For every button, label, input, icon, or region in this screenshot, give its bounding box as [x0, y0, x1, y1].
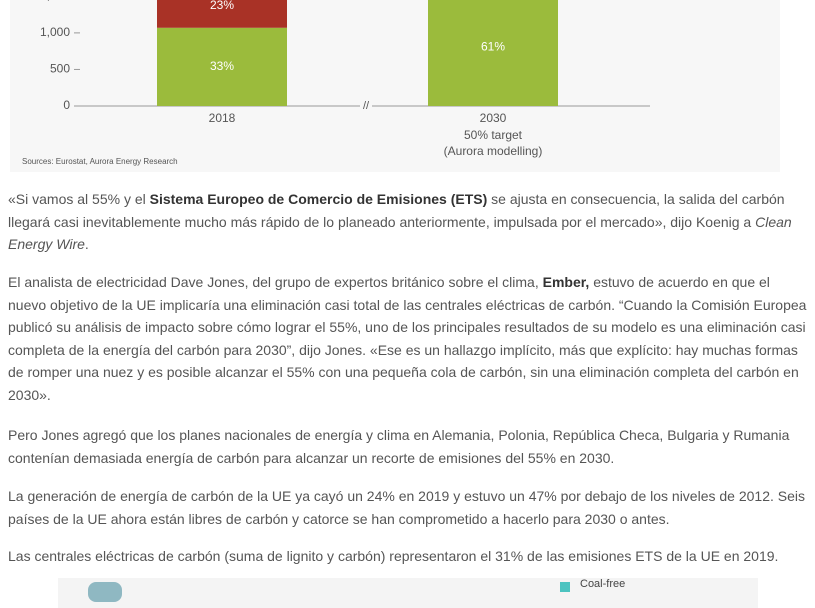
y-tick-label: 1,000: [40, 25, 70, 39]
text-run: se ajusta en consecuencia, la salida del…: [8, 191, 785, 230]
value-label: 33%: [210, 59, 234, 73]
page: {"chart_data": {"type": "stacked_bar", "…: [8, 0, 808, 608]
legend-swatch: [560, 582, 570, 592]
bar-segment: [157, 0, 287, 28]
chart-background: [10, 0, 780, 172]
italic-text: Clean Energy Wire: [8, 213, 792, 253]
chart-source: Sources: Eurostat, Aurora Energy Researc…: [22, 157, 178, 166]
category-annotation: (Aurora modelling): [444, 144, 543, 158]
text-run: .: [84, 236, 89, 252]
bold-text: Sistema Europeo de Comercio de Emisiones…: [149, 191, 488, 207]
y-tick-label: 500: [50, 62, 70, 76]
paragraph: El analista de electricidad Dave Jones, …: [8, 271, 808, 406]
paragraph: «Si vamos al 55% y el Sistema Europeo de…: [8, 188, 808, 256]
text-run: El analista de electricidad Dave Jones, …: [8, 274, 543, 290]
map-image: Coal-free: [58, 578, 758, 608]
text-run: «Si vamos al 55% y el: [8, 191, 150, 207]
text-run: estuvo de acuerdo en que el nuevo objeti…: [8, 274, 807, 403]
bold-text: Ember,: [542, 274, 590, 290]
paragraph: La generación de energía de carbón de la…: [8, 485, 808, 530]
x-tick-label: 2018: [209, 111, 236, 125]
paragraph: Las centrales eléctricas de carbón (suma…: [8, 545, 808, 568]
text-run: La generación de energía de carbón de la…: [8, 488, 806, 527]
paragraph: Pero Jones agregó que los planes naciona…: [8, 424, 808, 469]
y-tick-label: 0: [63, 98, 70, 112]
value-label: 23%: [210, 0, 234, 12]
text-run: Las centrales eléctricas de carbón (suma…: [8, 548, 779, 564]
bar-segment: [157, 27, 287, 106]
axis-break: //: [363, 100, 370, 112]
category-annotation: 50% target: [464, 128, 523, 142]
x-tick-label: 2030: [480, 111, 507, 125]
map-shape: [88, 582, 122, 602]
chart-image: // Sources: Eurostat, Aurora Energy Rese…: [10, 0, 780, 172]
text-run: Pero Jones agregó que los planes naciona…: [8, 427, 790, 466]
y-tick-label: 1,500: [40, 0, 70, 3]
value-label: 61%: [481, 40, 505, 54]
bar-segment: [428, 0, 558, 106]
legend-label: Coal-free: [580, 578, 626, 590]
page-body: // Sources: Eurostat, Aurora Energy Rese…: [8, 0, 808, 608]
axis-break-gap: [360, 100, 372, 112]
